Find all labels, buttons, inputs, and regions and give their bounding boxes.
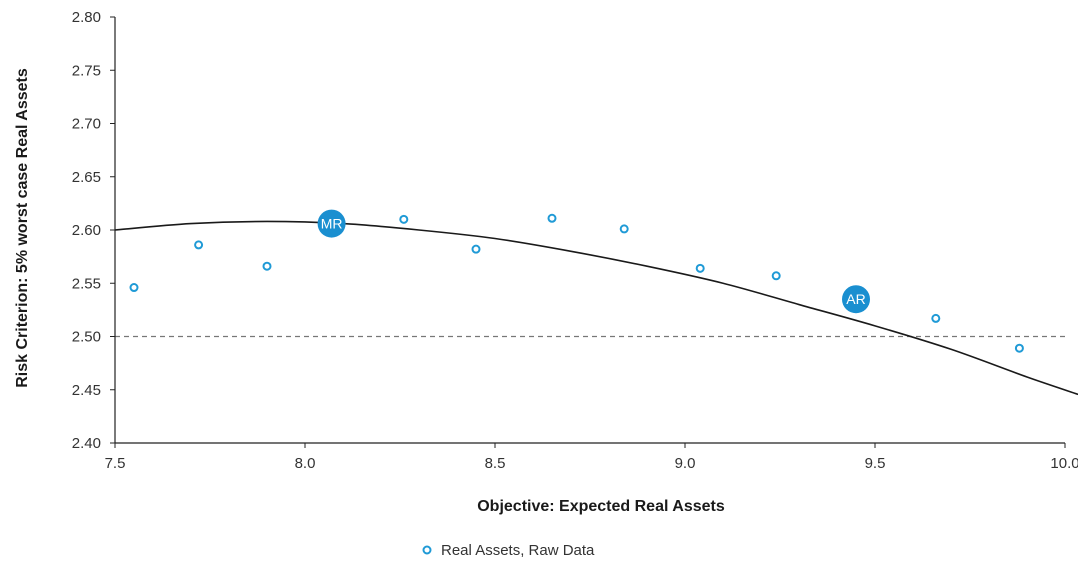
x-tick-label: 7.5 xyxy=(105,455,126,472)
data-point xyxy=(471,244,481,254)
x-axis-title: Objective: Expected Real Assets xyxy=(477,498,725,515)
data-point xyxy=(771,271,781,281)
scatter-points xyxy=(129,213,1024,353)
x-tick-label: 10.0 xyxy=(1050,455,1078,472)
marker-mr xyxy=(317,209,346,238)
y-tick-label: 2.55 xyxy=(72,275,101,292)
portfolio-markers: MR AR xyxy=(317,209,870,314)
x-tick-label: 8.5 xyxy=(485,455,506,472)
data-point xyxy=(1014,343,1024,353)
fitted-curve-group xyxy=(115,220,1078,396)
x-tick-label: 9.5 xyxy=(865,455,886,472)
data-point xyxy=(262,261,272,271)
x-tick-labels: 7.5 8.0 8.5 9.0 9.5 10.0 xyxy=(105,443,1078,472)
y-tick-label: 2.45 xyxy=(72,382,101,399)
y-tick-label: 2.70 xyxy=(72,116,101,133)
data-point xyxy=(931,313,941,323)
y-tick-labels: 2.40 2.45 2.50 2.55 2.60 2.65 2.70 2.75 2.80 xyxy=(72,9,115,452)
y-tick-label: 2.50 xyxy=(72,329,101,346)
y-tick-label: 2.65 xyxy=(72,169,101,186)
data-point xyxy=(547,213,557,223)
x-tick-label: 9.0 xyxy=(675,455,696,472)
legend-label: Real Assets, Raw Data xyxy=(441,542,595,559)
marker-mr-label: MR xyxy=(321,216,343,232)
x-tick-label: 8.0 xyxy=(295,455,316,472)
data-point xyxy=(399,214,409,224)
legend: Real Assets, Raw Data xyxy=(422,542,595,559)
y-axis-title: Risk Criterion: 5% worst case Real Asset… xyxy=(14,68,31,388)
y-tick-label: 2.75 xyxy=(72,62,101,79)
axes xyxy=(114,17,1065,444)
fitted-curve xyxy=(115,220,1078,396)
marker-ar xyxy=(842,285,870,314)
y-tick-label: 2.80 xyxy=(72,9,101,26)
y-tick-label: 2.60 xyxy=(72,222,101,239)
data-point xyxy=(619,224,629,234)
legend-swatch xyxy=(422,545,432,555)
data-point xyxy=(129,283,139,293)
marker-ar-label: AR xyxy=(846,291,865,307)
data-point xyxy=(695,263,705,273)
data-point xyxy=(194,240,204,250)
y-tick-label: 2.40 xyxy=(72,435,101,452)
